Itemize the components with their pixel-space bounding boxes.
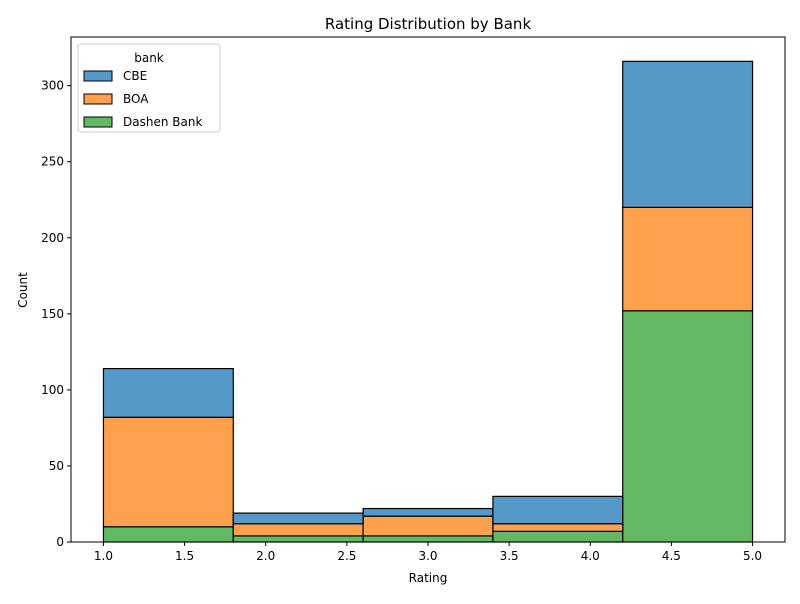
y-axis-label: Count bbox=[16, 272, 30, 308]
legend-title: bank bbox=[134, 51, 164, 65]
bar-dashen-bank-bin-4 bbox=[492, 530, 624, 543]
chart-title: Rating Distribution by Bank bbox=[325, 15, 532, 33]
y-tick-label: 200 bbox=[41, 231, 64, 245]
y-tick-label: 300 bbox=[41, 79, 64, 93]
x-tick-label: 4.5 bbox=[662, 549, 681, 563]
x-tick-label: 2.5 bbox=[337, 549, 356, 563]
bar-cbe-bin-3 bbox=[362, 507, 494, 517]
y-tick-label: 0 bbox=[56, 535, 64, 549]
x-tick-label: 3.0 bbox=[418, 549, 437, 563]
x-tick-label: 3.5 bbox=[500, 549, 519, 563]
legend-swatch bbox=[83, 116, 113, 128]
bar-dashen-bank-bin-1 bbox=[102, 526, 234, 543]
bar-boa-bin-4 bbox=[492, 523, 624, 532]
x-tick-label: 1.5 bbox=[175, 549, 194, 563]
y-tick-label: 100 bbox=[41, 383, 64, 397]
bar-boa-bin-3 bbox=[362, 515, 494, 537]
legend-label: BOA bbox=[123, 92, 149, 106]
y-tick-label: 50 bbox=[49, 459, 64, 473]
x-axis-label: Rating bbox=[409, 571, 448, 585]
legend-swatch bbox=[83, 70, 113, 82]
bar-cbe-bin-2 bbox=[232, 512, 364, 525]
x-tick-label: 2.0 bbox=[256, 549, 275, 563]
bar-boa-bin-5 bbox=[622, 206, 754, 312]
x-axis: 1.0 1.5 2.0 2.5 3.0 3.5 4.0 4.5 5.0 bbox=[94, 542, 762, 563]
legend-box bbox=[77, 43, 221, 133]
x-tick-label: 4.0 bbox=[581, 549, 600, 563]
legend: bank CBE BOA Dashen Bank bbox=[77, 43, 221, 133]
bar-cbe-bin-4 bbox=[492, 495, 624, 525]
bar-cbe-bin-1 bbox=[102, 367, 234, 418]
y-tick-label: 250 bbox=[41, 155, 64, 169]
y-tick-label: 150 bbox=[41, 307, 64, 321]
y-axis: 0 50 100 150 200 250 300 bbox=[41, 79, 71, 549]
bar-dashen-bank-bin-2 bbox=[232, 535, 364, 543]
bar-boa-bin-2 bbox=[232, 523, 364, 537]
x-tick-label: 5.0 bbox=[743, 549, 762, 563]
bars-group bbox=[102, 60, 754, 543]
legend-swatch bbox=[83, 93, 113, 105]
legend-label: CBE bbox=[123, 69, 147, 83]
bar-cbe-bin-5 bbox=[622, 60, 754, 208]
bar-boa-bin-1 bbox=[102, 416, 234, 528]
x-tick-label: 1.0 bbox=[94, 549, 113, 563]
bar-dashen-bank-bin-5 bbox=[622, 310, 754, 543]
legend-label: Dashen Bank bbox=[123, 115, 202, 129]
bar-dashen-bank-bin-3 bbox=[362, 535, 494, 543]
